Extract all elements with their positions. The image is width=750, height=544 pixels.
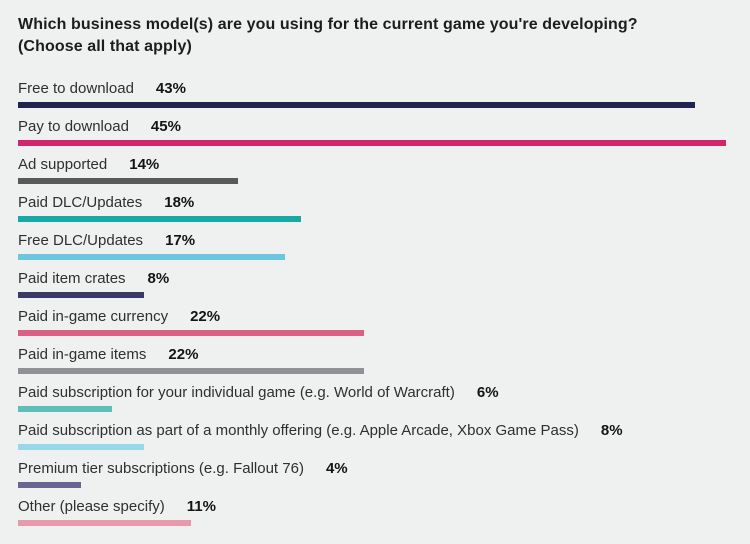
bar: [18, 368, 365, 374]
bar-row: Paid subscription for your individual ga…: [18, 384, 726, 412]
bar-row: Free to download 43%: [18, 80, 726, 108]
bar: [18, 444, 144, 450]
bar: [18, 140, 726, 146]
bar-label-line: Paid subscription for your individual ga…: [18, 384, 726, 402]
bar-label-line: Free DLC/Updates 17%: [18, 232, 726, 250]
bar-value: 18%: [164, 194, 195, 211]
bar-value: 8%: [600, 422, 623, 439]
chart-title-line2: (Choose all that apply): [18, 38, 192, 55]
bar-label: Paid DLC/Updates: [18, 194, 143, 211]
bar-value: 45%: [150, 118, 181, 135]
bar: [18, 330, 365, 336]
bar-value: 17%: [165, 232, 196, 249]
bar-row: Other (please specify) 11%: [18, 498, 726, 526]
bar-row: Free DLC/Updates 17%: [18, 232, 726, 260]
bar-value: 8%: [147, 270, 170, 287]
bar-label: Paid subscription as part of a monthly o…: [18, 422, 579, 439]
bar-label: Other (please specify): [18, 498, 165, 515]
bar-label-line: Paid subscription as part of a monthly o…: [18, 422, 726, 440]
bar-label-line: Other (please specify) 11%: [18, 498, 726, 516]
bar: [18, 520, 192, 526]
chart-title: Which business model(s) are you using fo…: [18, 14, 726, 58]
bar-value: 4%: [325, 460, 348, 477]
bar-row: Paid in-game items 22%: [18, 346, 726, 374]
bar: [18, 102, 695, 108]
bar-label: Paid subscription for your individual ga…: [18, 384, 455, 401]
bar-label: Premium tier subscriptions (e.g. Fallout…: [18, 460, 304, 477]
bar-label: Free to download: [18, 80, 134, 97]
bar-value: 43%: [155, 80, 186, 97]
bar-label: Free DLC/Updates: [18, 232, 144, 249]
chart-title-line1: Which business model(s) are you using fo…: [18, 16, 638, 33]
bar: [18, 406, 113, 412]
bar-row: Premium tier subscriptions (e.g. Fallout…: [18, 460, 726, 488]
bar-label-line: Free to download 43%: [18, 80, 726, 98]
bar-value: 14%: [129, 156, 160, 173]
bar-value: 6%: [476, 384, 499, 401]
bar: [18, 178, 239, 184]
bar-rows: Free to download 43% Pay to download 45%…: [18, 80, 726, 526]
bar-value: 22%: [190, 308, 221, 325]
bar-row: Paid DLC/Updates 18%: [18, 194, 726, 222]
bar-row: Pay to download 45%: [18, 118, 726, 146]
bar-chart: Which business model(s) are you using fo…: [18, 14, 726, 526]
bar-label: Pay to download: [18, 118, 129, 135]
bar-label-line: Paid DLC/Updates 18%: [18, 194, 726, 212]
bar-label: Paid item crates: [18, 270, 126, 287]
bar-value: 11%: [186, 498, 216, 515]
bar-label-line: Pay to download 45%: [18, 118, 726, 136]
bar-label: Paid in-game currency: [18, 308, 169, 325]
bar-label-line: Premium tier subscriptions (e.g. Fallout…: [18, 460, 726, 478]
bar: [18, 216, 302, 222]
bar-row: Paid in-game currency 22%: [18, 308, 726, 336]
bar-value: 22%: [168, 346, 199, 363]
bar-label: Ad supported: [18, 156, 108, 173]
bar-row: Paid item crates 8%: [18, 270, 726, 298]
bar: [18, 482, 81, 488]
bar-row: Ad supported 14%: [18, 156, 726, 184]
bar-label: Paid in-game items: [18, 346, 147, 363]
bar-label-line: Ad supported 14%: [18, 156, 726, 174]
bar-label-line: Paid item crates 8%: [18, 270, 726, 288]
bar: [18, 254, 286, 260]
bar: [18, 292, 144, 298]
bar-label-line: Paid in-game items 22%: [18, 346, 726, 364]
bar-row: Paid subscription as part of a monthly o…: [18, 422, 726, 450]
bar-label-line: Paid in-game currency 22%: [18, 308, 726, 326]
